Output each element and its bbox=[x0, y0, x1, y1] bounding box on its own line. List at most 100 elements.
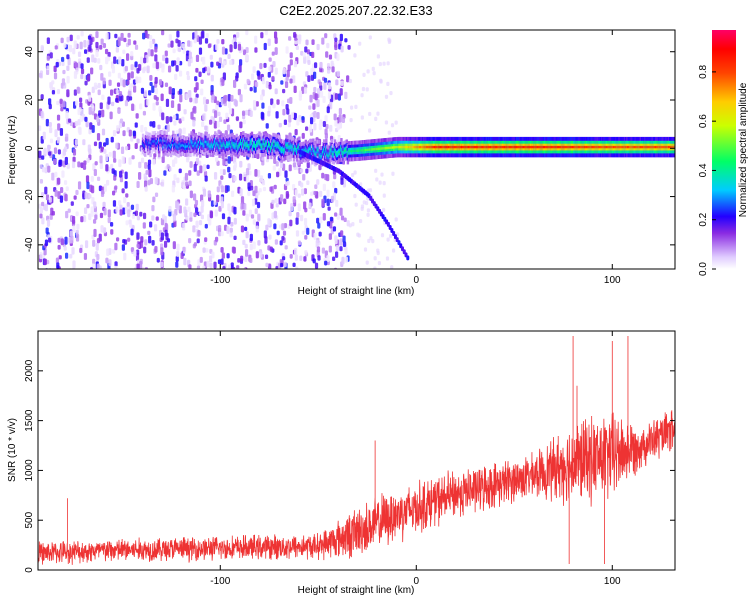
heatmap-cell bbox=[202, 56, 206, 65]
heatmap-cell bbox=[127, 72, 131, 81]
heatmap-cell bbox=[155, 101, 159, 106]
heatmap-cell bbox=[272, 165, 276, 171]
heatmap-cell bbox=[283, 119, 288, 125]
heatmap-cell bbox=[177, 47, 182, 53]
heatmap-cell bbox=[131, 103, 135, 112]
heatmap-cell bbox=[222, 266, 226, 269]
heatmap-cell bbox=[275, 265, 279, 269]
heatmap-cell bbox=[242, 119, 246, 125]
heatmap-cell bbox=[215, 43, 219, 51]
heatmap-cell bbox=[83, 40, 87, 48]
heatmap-cell bbox=[368, 188, 373, 193]
heatmap-cell bbox=[295, 230, 300, 237]
heatmap-cell bbox=[128, 96, 133, 101]
heatmap-cell bbox=[314, 262, 319, 269]
heatmap-cell bbox=[366, 69, 370, 74]
heatmap-cell bbox=[221, 78, 225, 86]
heatmap-cell bbox=[314, 184, 318, 190]
heatmap-cell bbox=[164, 50, 168, 57]
heatmap-cell bbox=[155, 61, 159, 70]
heatmap-cell bbox=[39, 207, 44, 214]
snr-y-label: SNR (10 * v/v) bbox=[7, 418, 18, 482]
heatmap-cell bbox=[360, 204, 365, 209]
heatmap-cell bbox=[284, 245, 288, 250]
heatmap-cell bbox=[91, 86, 95, 94]
heatmap-cell bbox=[304, 235, 308, 240]
snr-panel: -100 0 100 0 500 1000 1500 2000 Height of stra… bbox=[7, 330, 676, 596]
heatmap-cell bbox=[143, 173, 147, 180]
heatmap-cell bbox=[75, 189, 79, 196]
heatmap-cell bbox=[360, 115, 364, 120]
heatmap-cell bbox=[351, 222, 355, 227]
heatmap-cell bbox=[353, 193, 357, 199]
heatmap-cell bbox=[88, 44, 92, 52]
heatmap-cell bbox=[233, 98, 237, 106]
heatmap-cell bbox=[254, 47, 258, 53]
heatmap-cell bbox=[259, 251, 263, 258]
heatmap-cell bbox=[257, 213, 261, 221]
heatmap-cell bbox=[213, 172, 218, 180]
heatmap-cell bbox=[161, 67, 165, 73]
heatmap-cell bbox=[74, 62, 78, 68]
heatmap-cell bbox=[331, 66, 335, 73]
heatmap-cell bbox=[189, 161, 193, 168]
heatmap-cell bbox=[225, 112, 229, 120]
heatmap-cell bbox=[67, 208, 71, 213]
heatmap-cell bbox=[118, 170, 123, 178]
heatmap-cell bbox=[190, 111, 194, 120]
heatmap-cell bbox=[254, 81, 259, 88]
heatmap-cell bbox=[125, 193, 129, 198]
heatmap-cell bbox=[333, 173, 337, 180]
heatmap-cell bbox=[92, 163, 96, 171]
heatmap-cell bbox=[118, 56, 122, 65]
colorbar: 0.0 0.2 0.4 0.6 0.8 Normalized spectral ampl… bbox=[698, 30, 749, 276]
heatmap-cell bbox=[107, 217, 111, 224]
heatmap-cell bbox=[227, 216, 231, 225]
heatmap-cell bbox=[103, 148, 107, 154]
heatmap-cell bbox=[140, 56, 144, 65]
heatmap-cell bbox=[300, 214, 304, 222]
heatmap-cell bbox=[178, 128, 182, 134]
heatmap-cell bbox=[110, 229, 114, 235]
heatmap-cell bbox=[48, 103, 52, 110]
heatmap-cell bbox=[269, 246, 273, 252]
heatmap-cell bbox=[161, 179, 165, 188]
heatmap-cell bbox=[330, 60, 334, 67]
heatmap-cell bbox=[339, 238, 343, 246]
heatmap-cell bbox=[79, 97, 83, 103]
heatmap-cell bbox=[290, 112, 295, 119]
heatmap-cell bbox=[115, 97, 119, 103]
heatmap-cell bbox=[220, 175, 224, 180]
heatmap-cell bbox=[113, 56, 117, 64]
heatmap-cell bbox=[232, 267, 236, 269]
heatmap-cell bbox=[256, 70, 260, 76]
heatmap-cell bbox=[207, 43, 212, 49]
heatmap-cell bbox=[318, 123, 322, 131]
heatmap-cell bbox=[341, 116, 346, 123]
heatmap-cell bbox=[220, 200, 224, 209]
heatmap-cell bbox=[185, 181, 189, 187]
heatmap-cell bbox=[326, 63, 331, 68]
heatmap-cell bbox=[297, 193, 301, 198]
x-tick-label: 0 bbox=[413, 275, 419, 286]
heatmap-cell bbox=[78, 126, 82, 135]
heatmap-cell bbox=[244, 249, 249, 257]
heatmap-cell bbox=[215, 157, 219, 162]
heatmap-cell bbox=[394, 217, 398, 222]
heatmap-cell bbox=[60, 107, 64, 112]
heatmap-cell bbox=[111, 101, 115, 107]
heatmap-cell bbox=[312, 258, 316, 264]
heatmap-cell bbox=[292, 75, 296, 84]
heatmap-cell bbox=[213, 261, 217, 269]
heatmap-cell bbox=[322, 183, 326, 191]
heatmap-cell bbox=[274, 37, 278, 44]
heatmap-cell bbox=[219, 169, 223, 175]
heatmap-cell bbox=[51, 89, 56, 95]
heatmap-cell bbox=[316, 246, 321, 253]
heatmap-cell bbox=[200, 205, 204, 213]
heatmap-cell bbox=[269, 186, 273, 192]
heatmap-cell bbox=[48, 151, 52, 156]
heatmap-cell bbox=[103, 183, 107, 192]
heatmap-cell bbox=[328, 54, 333, 60]
heatmap-cell bbox=[382, 61, 386, 66]
